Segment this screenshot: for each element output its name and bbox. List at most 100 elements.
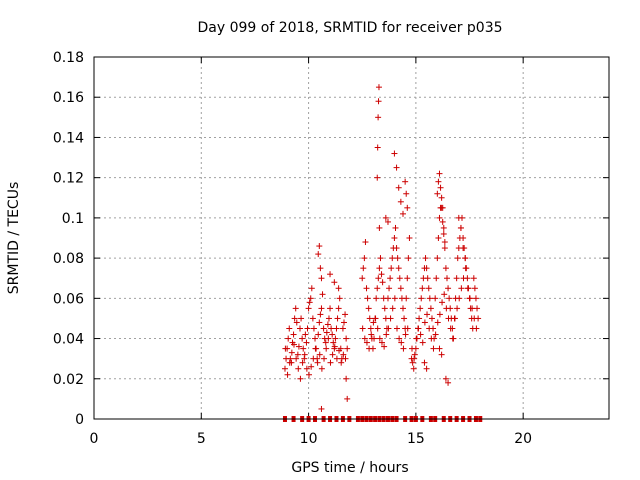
data-point bbox=[395, 184, 402, 191]
data-point bbox=[421, 319, 428, 326]
data-point bbox=[415, 325, 422, 332]
data-point bbox=[325, 335, 332, 342]
data-point bbox=[382, 214, 389, 221]
data-point bbox=[422, 255, 429, 262]
data-point bbox=[310, 325, 317, 332]
data-point bbox=[374, 325, 381, 332]
data-point bbox=[361, 255, 368, 262]
x-tick-label: 15 bbox=[407, 431, 425, 447]
data-point bbox=[428, 335, 435, 342]
y-tick-label: 0.14 bbox=[53, 130, 84, 146]
y-tick-label: 0.06 bbox=[53, 291, 84, 307]
data-point bbox=[363, 339, 370, 346]
data-point bbox=[389, 305, 396, 312]
data-point bbox=[397, 198, 404, 205]
data-point bbox=[456, 295, 463, 302]
data-point bbox=[312, 345, 319, 352]
data-point bbox=[327, 271, 334, 278]
data-point bbox=[392, 224, 399, 231]
data-point bbox=[295, 365, 302, 372]
data-point bbox=[404, 325, 411, 332]
data-point bbox=[372, 315, 379, 322]
data-point bbox=[442, 375, 449, 382]
data-point bbox=[403, 190, 410, 197]
data-point bbox=[458, 285, 465, 292]
data-point bbox=[454, 305, 461, 312]
data-point bbox=[287, 355, 294, 362]
data-point bbox=[409, 359, 416, 366]
data-point bbox=[469, 305, 476, 312]
data-point bbox=[421, 359, 428, 366]
data-point bbox=[434, 190, 441, 197]
data-point bbox=[318, 405, 325, 412]
data-point bbox=[426, 325, 433, 332]
data-point bbox=[316, 351, 323, 358]
data-point bbox=[393, 325, 400, 332]
data-point bbox=[315, 251, 322, 258]
data-point bbox=[364, 295, 371, 302]
data-point bbox=[432, 295, 439, 302]
data-point bbox=[440, 230, 447, 237]
data-point bbox=[340, 351, 347, 358]
data-point bbox=[299, 359, 306, 366]
data-point bbox=[462, 255, 469, 262]
data-point bbox=[446, 295, 453, 302]
data-point bbox=[437, 184, 444, 191]
data-point bbox=[401, 315, 408, 322]
data-point bbox=[281, 365, 288, 372]
data-point bbox=[335, 285, 342, 292]
data-point bbox=[335, 305, 342, 312]
data-point bbox=[342, 355, 349, 362]
data-point bbox=[460, 275, 467, 282]
data-point bbox=[395, 265, 402, 272]
data-point bbox=[373, 295, 380, 302]
data-point bbox=[423, 265, 430, 272]
data-point bbox=[402, 178, 409, 185]
data-point bbox=[336, 347, 343, 354]
data-point bbox=[447, 325, 454, 332]
data-point bbox=[472, 295, 479, 302]
data-point bbox=[400, 210, 406, 217]
data-point bbox=[381, 343, 388, 350]
data-point bbox=[376, 224, 383, 231]
data-point bbox=[410, 365, 417, 372]
data-point bbox=[306, 371, 313, 378]
data-point bbox=[301, 351, 308, 358]
data-point bbox=[297, 325, 303, 332]
data-point bbox=[427, 305, 434, 312]
data-point bbox=[442, 265, 449, 272]
data-point bbox=[316, 319, 323, 326]
x-tick-label: 10 bbox=[300, 431, 318, 447]
data-point bbox=[290, 341, 297, 348]
data-point bbox=[285, 335, 292, 342]
data-point bbox=[383, 331, 390, 338]
data-point bbox=[406, 235, 413, 241]
data-point bbox=[339, 325, 346, 332]
chart-title: Day 099 of 2018, SRMTID for receiver p03… bbox=[197, 20, 502, 36]
data-point bbox=[298, 315, 305, 322]
y-tick-label: 0.18 bbox=[53, 50, 84, 66]
data-point bbox=[453, 275, 460, 282]
y-axis-title: SRMTID / TECUs bbox=[6, 182, 22, 295]
data-point bbox=[359, 275, 366, 282]
data-point bbox=[371, 335, 378, 342]
data-point bbox=[455, 214, 462, 221]
data-point bbox=[411, 351, 418, 358]
data-point bbox=[293, 355, 300, 362]
data-point bbox=[387, 315, 394, 322]
data-point bbox=[391, 295, 398, 302]
data-point bbox=[305, 305, 312, 312]
y-tick-label: 0.12 bbox=[53, 171, 84, 187]
data-point bbox=[435, 178, 442, 185]
data-point bbox=[320, 325, 327, 332]
data-point bbox=[366, 315, 373, 322]
data-point bbox=[393, 245, 400, 252]
data-point bbox=[387, 275, 394, 282]
data-point bbox=[331, 343, 338, 350]
data-point bbox=[295, 343, 302, 350]
data-point bbox=[436, 214, 443, 221]
data-point bbox=[297, 375, 304, 382]
data-point bbox=[306, 299, 313, 306]
data-point bbox=[454, 255, 461, 262]
